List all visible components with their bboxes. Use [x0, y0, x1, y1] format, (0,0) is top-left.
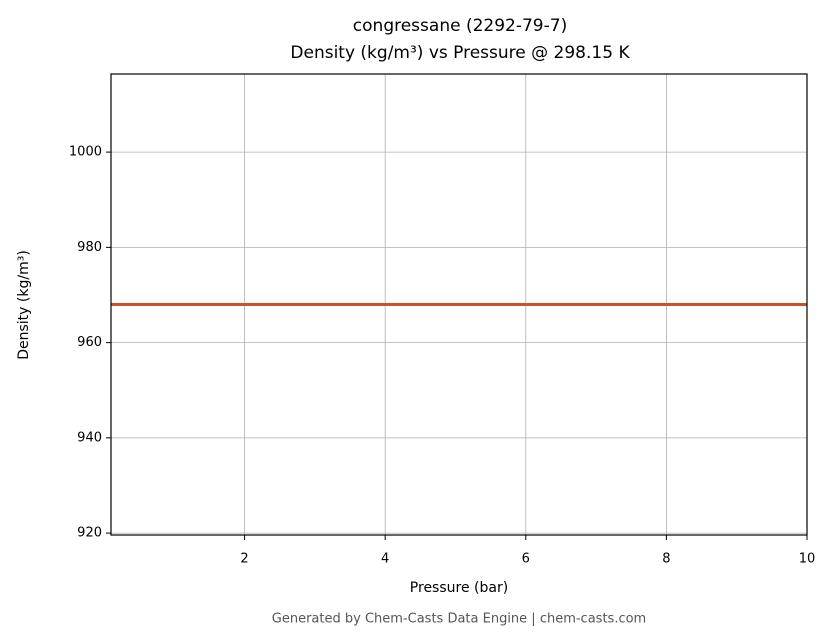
y-tick-label: 1000: [69, 145, 102, 160]
chart-title: congressane (2292-79-7): [353, 16, 567, 36]
x-tick-label: 10: [799, 552, 816, 567]
y-tick-label: 960: [77, 335, 102, 350]
x-tick-label: 4: [381, 552, 389, 567]
plot-frame: [110, 73, 808, 536]
x-axis-label: Pressure (bar): [410, 580, 508, 596]
chart-subtitle: Density (kg/m³) vs Pressure @ 298.15 K: [290, 43, 630, 63]
y-tick-label: 920: [77, 526, 102, 541]
y-axis-label: Density (kg/m³): [16, 250, 32, 360]
x-tick-label: 8: [662, 552, 670, 567]
x-tick-label: 6: [522, 552, 530, 567]
y-tick-label: 980: [77, 240, 102, 255]
plot-area: 920 940 960 980 1000 2 4 6 8 10: [69, 73, 816, 567]
y-tick-label: 940: [77, 430, 102, 445]
footer: Generated by Chem-Casts Data Engine | ch…: [272, 612, 646, 627]
x-tick-label: 2: [240, 552, 248, 567]
